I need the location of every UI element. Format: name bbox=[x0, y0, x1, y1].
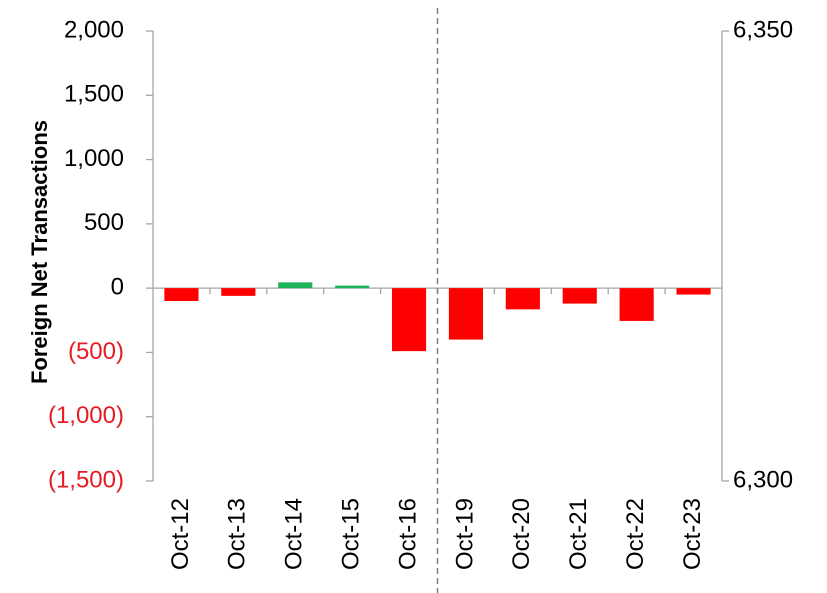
bar bbox=[164, 288, 199, 301]
x-tick-label: Oct-21 bbox=[565, 498, 592, 570]
x-tick-label: Oct-15 bbox=[337, 498, 364, 570]
bar bbox=[278, 282, 313, 289]
x-tick-label: Oct-19 bbox=[451, 498, 478, 570]
y-tick-label: 0 bbox=[111, 273, 124, 300]
bar bbox=[619, 288, 654, 321]
y2-tick-label: 6,300 bbox=[733, 466, 793, 493]
y2-tick-label: 6,350 bbox=[733, 16, 793, 43]
y-tick-label: 500 bbox=[84, 209, 124, 236]
x-tick-label: Oct-14 bbox=[281, 498, 308, 570]
x-tick-label: Oct-13 bbox=[224, 498, 251, 570]
left-y-axis: 2,000 1,500 1,000 500 0 (500) (1,000) (1,500) bbox=[48, 16, 154, 493]
y-tick-label: (500) bbox=[68, 338, 124, 365]
bar bbox=[335, 285, 370, 289]
y-axis-label: Foreign Net Transactions bbox=[27, 120, 52, 384]
bar bbox=[676, 288, 711, 295]
right-y-axis: 6,350 6,300 bbox=[721, 16, 793, 493]
y-tick-label: (1,000) bbox=[48, 402, 124, 429]
bar bbox=[448, 288, 484, 340]
bar bbox=[221, 288, 256, 296]
y-tick-label: 2,000 bbox=[64, 16, 124, 43]
x-tick-label: Oct-16 bbox=[394, 498, 421, 570]
x-tick-label: Oct-22 bbox=[622, 498, 649, 570]
y-tick-label: 1,500 bbox=[64, 81, 124, 108]
x-tick-label: Oct-20 bbox=[508, 498, 535, 570]
y-tick-label: (1,500) bbox=[48, 466, 124, 493]
bar bbox=[391, 288, 427, 352]
y-tick-label: 1,000 bbox=[64, 145, 124, 172]
bar bbox=[562, 288, 597, 304]
x-tick-label: Oct-23 bbox=[679, 498, 706, 570]
x-tick-label: Oct-12 bbox=[167, 498, 194, 570]
x-axis-labels: Oct-12 Oct-13 Oct-14 Oct-15 Oct-16 Oct-19 Oct-… bbox=[167, 498, 706, 570]
bars bbox=[153, 8, 722, 593]
bar bbox=[505, 288, 540, 310]
